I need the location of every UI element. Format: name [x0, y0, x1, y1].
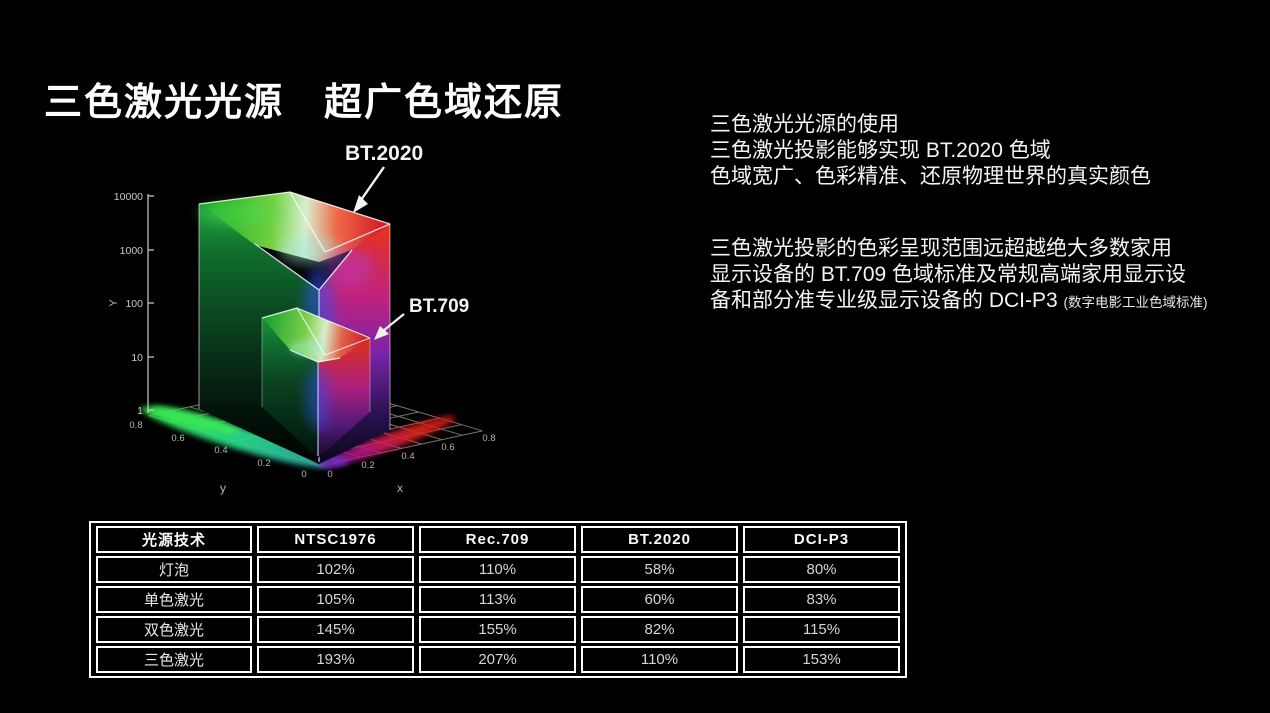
cell-tri-ntsc: 193% — [257, 646, 414, 673]
row-label-dual-laser: 双色激光 — [96, 616, 252, 643]
annotation-bt709: BT.709 — [374, 296, 469, 340]
p1-line1: 三色激光光源的使用 — [710, 113, 899, 136]
cell-dual-bt2020: 82% — [581, 616, 738, 643]
cell-lamp-rec709: 110% — [419, 556, 576, 583]
bt2020-label: BT.2020 — [345, 142, 423, 165]
p2-line3-main: 备和部分准专业级显示设备的 DCI-P3 — [710, 289, 1058, 312]
x-tick-06: 0.6 — [441, 442, 454, 453]
y-tick-06: 0.6 — [171, 433, 184, 444]
header-bt2020: BT.2020 — [581, 526, 738, 553]
cell-single-ntsc: 105% — [257, 586, 414, 613]
table-row-lamp: 灯泡 102% 110% 58% 80% — [96, 556, 900, 583]
cell-tri-dcip3: 153% — [743, 646, 900, 673]
z-tick-1: 1 — [137, 405, 143, 417]
description-text-block: 三色激光光源的使用 三色激光投影能够实现 BT.2020 色域 色域宽广、色彩精… — [710, 112, 1270, 316]
row-label-single-laser: 单色激光 — [96, 586, 252, 613]
y-tick-02: 0.2 — [257, 458, 270, 469]
bt2020-arrow-icon — [353, 195, 368, 213]
cell-dual-rec709: 155% — [419, 616, 576, 643]
p2-note: (数字电影工业色域标准) — [1063, 295, 1208, 310]
row-label-lamp: 灯泡 — [96, 556, 252, 583]
bt709-label: BT.709 — [409, 296, 469, 317]
table-row-single-laser: 单色激光 105% 113% 60% 83% — [96, 586, 900, 613]
x-axis-label: x — [397, 481, 403, 495]
cell-single-rec709: 113% — [419, 586, 576, 613]
bt709-gamut-solid — [261, 307, 371, 458]
table-row-tri-laser: 三色激光 193% 207% 110% 153% — [96, 646, 900, 673]
header-dcip3: DCI-P3 — [743, 526, 900, 553]
gamut-3d-chart: 10000 1000 100 10 1 Y — [108, 142, 496, 495]
table-header-row: 光源技术 NTSC1976 Rec.709 BT.2020 DCI-P3 — [96, 526, 900, 553]
z-tick-10: 10 — [131, 352, 143, 364]
y-tick-04: 0.4 — [214, 445, 227, 456]
x-tick-02: 0.2 — [361, 460, 374, 471]
cell-single-bt2020: 60% — [581, 586, 738, 613]
cell-dual-dcip3: 115% — [743, 616, 900, 643]
cell-tri-rec709: 207% — [419, 646, 576, 673]
x-tick-08: 0.8 — [482, 433, 495, 444]
header-rec709: Rec.709 — [419, 526, 576, 553]
z-tick-1000: 1000 — [120, 245, 144, 257]
y-tick-08: 0.8 — [129, 420, 142, 431]
header-ntsc1976: NTSC1976 — [257, 526, 414, 553]
paragraph-2: 三色激光投影的色彩呈现范围远超越绝大多数家用 显示设备的 BT.709 色域标准… — [710, 236, 1270, 316]
p1-line3: 色域宽广、色彩精准、还原物理世界的真实颜色 — [710, 165, 1151, 188]
p2-line3: 备和部分准专业级显示设备的 DCI-P3 (数字电影工业色域标准) — [710, 288, 1270, 316]
cell-lamp-dcip3: 80% — [743, 556, 900, 583]
z-axis-label: Y — [108, 299, 120, 307]
gamut-coverage-table: 光源技术 NTSC1976 Rec.709 BT.2020 DCI-P3 灯泡 … — [89, 521, 907, 678]
z-tick-10000: 10000 — [114, 191, 143, 203]
y-tick-0: 0 — [301, 469, 306, 480]
p1-line2: 三色激光投影能够实现 BT.2020 色域 — [710, 139, 1051, 162]
cell-lamp-bt2020: 58% — [581, 556, 738, 583]
bt709-arrow-icon — [374, 326, 389, 340]
annotation-bt2020: BT.2020 — [345, 142, 423, 213]
header-light-source-tech: 光源技术 — [96, 526, 252, 553]
z-tick-100: 100 — [125, 298, 143, 310]
y-axis-label: y — [220, 481, 226, 495]
cell-single-dcip3: 83% — [743, 586, 900, 613]
floor-axis-ticks: 0.8 0.6 0.4 0.2 0 0 0.2 0.4 0.6 0.8 y x — [129, 420, 495, 495]
cell-dual-ntsc: 145% — [257, 616, 414, 643]
x-tick-04: 0.4 — [401, 451, 414, 462]
z-axis: 10000 1000 100 10 1 Y — [108, 191, 154, 417]
cell-lamp-ntsc: 102% — [257, 556, 414, 583]
page-title: 三色激光光源 超广色域还原 — [44, 82, 565, 125]
paragraph-1: 三色激光光源的使用 三色激光投影能够实现 BT.2020 色域 色域宽广、色彩精… — [710, 112, 1270, 190]
cell-tri-bt2020: 110% — [581, 646, 738, 673]
x-tick-0: 0 — [327, 469, 332, 480]
p2-line1: 三色激光投影的色彩呈现范围远超越绝大多数家用 — [710, 237, 1172, 260]
p2-line2: 显示设备的 BT.709 色域标准及常规高端家用显示设 — [710, 263, 1187, 286]
table-row-dual-laser: 双色激光 145% 155% 82% 115% — [96, 616, 900, 643]
row-label-tri-laser: 三色激光 — [96, 646, 252, 673]
